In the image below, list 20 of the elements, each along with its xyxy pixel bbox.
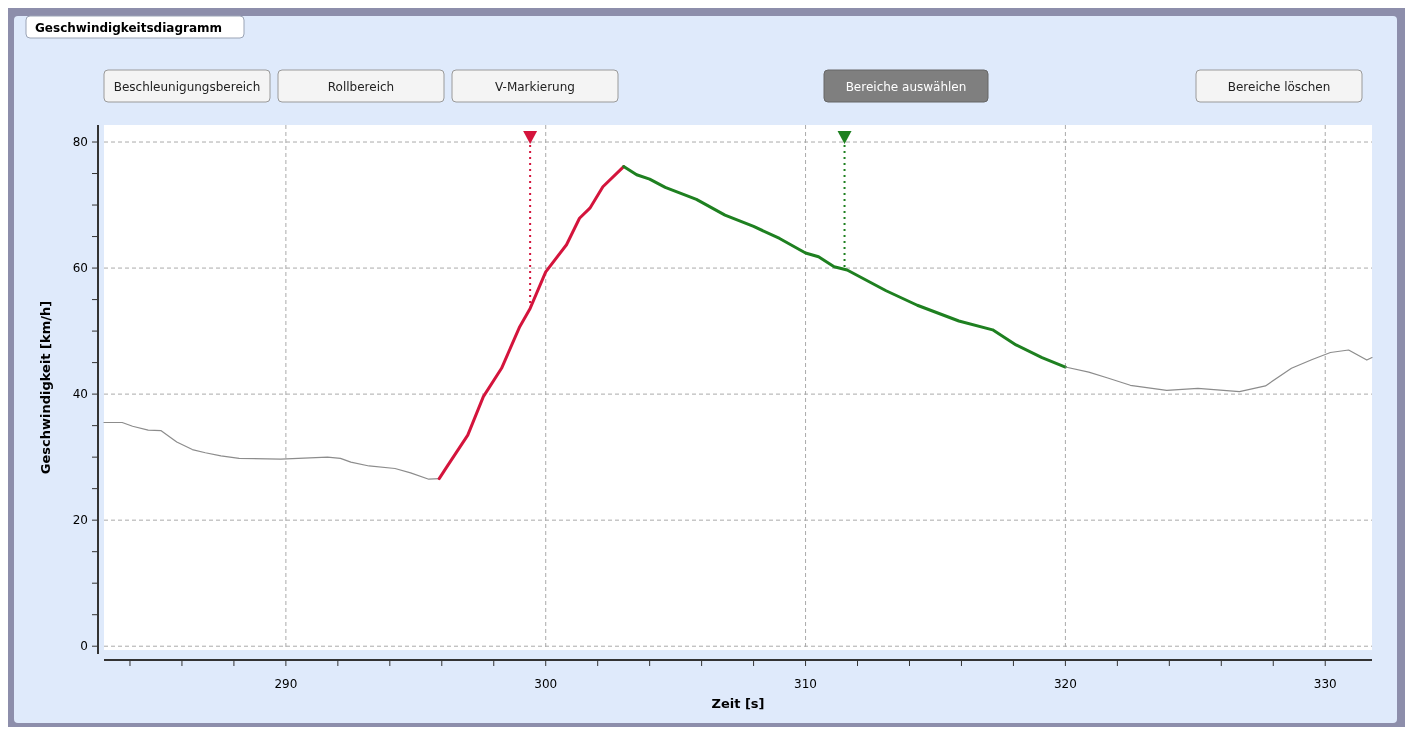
line-series [1064, 349, 1373, 393]
y-tick-label: 60 [72, 261, 88, 276]
button: Bereiche auswählen [823, 69, 989, 103]
button: Bereiche löschen [1195, 69, 1363, 103]
y-tick-label: 0 [80, 639, 88, 654]
x-tick-label: 300 [534, 677, 558, 691]
button: Rollbereich [277, 69, 445, 103]
x-tick-label: 290 [274, 677, 298, 691]
line-series [103, 421, 440, 480]
y-tick-label: 20 [72, 513, 88, 528]
x-tick-label: 330 [1313, 677, 1337, 691]
y-tick-label: 40 [72, 387, 88, 402]
x-axis-title: Zeit [s] [711, 696, 765, 711]
button: V-Markierung [451, 69, 619, 103]
button: Beschleunigungsbereich [103, 69, 271, 103]
x-tick-label: 310 [794, 677, 818, 691]
y-axis-title: Geschwindigkeit [km/h] [38, 300, 53, 475]
y-tick-label: 80 [72, 135, 88, 150]
chart-title: Geschwindigkeitsdiagramm [35, 21, 223, 35]
x-tick-label: 320 [1053, 677, 1077, 691]
